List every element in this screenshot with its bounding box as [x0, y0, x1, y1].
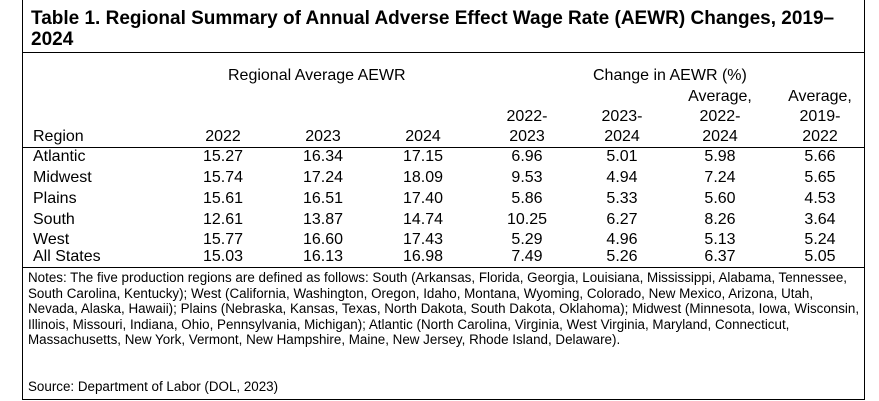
cell-change-2022-2023: 6.96	[511, 148, 543, 165]
cell-change-2022-2023: 5.86	[511, 190, 543, 207]
cell-change-2023-2024: 6.27	[606, 211, 638, 228]
cell-2023: 16.13	[302, 248, 344, 265]
col-header-avg-2022-2024-line2: 2022-	[699, 108, 741, 125]
cell-2023: 13.87	[302, 211, 344, 228]
cell-avg-2022-2024: 6.37	[704, 248, 736, 265]
group-header-regional-average: Regional Average AEWR	[228, 67, 406, 84]
cell-2024: 18.09	[402, 169, 444, 186]
col-header-2023-2024-line1: 2023-	[601, 108, 643, 125]
table-bottom-divider	[23, 267, 864, 268]
cell-change-2022-2023: 10.25	[506, 211, 548, 228]
col-header-2023-2024-line2: 2024	[604, 128, 640, 145]
aewr-table-figure: Table 1. Regional Summary of Annual Adve…	[22, 0, 865, 400]
col-header-2023: 2023	[305, 128, 341, 145]
cell-2022: 15.77	[202, 231, 244, 248]
cell-2022: 15.27	[202, 148, 244, 165]
cell-avg-2022-2024: 5.98	[704, 148, 736, 165]
cell-2024: 16.98	[402, 248, 444, 265]
cell-change-2023-2024: 5.01	[606, 148, 638, 165]
title-divider	[23, 52, 864, 53]
table-notes: Notes: The five production regions are d…	[28, 270, 860, 348]
row-label: Plains	[33, 190, 77, 207]
row-label: Atlantic	[33, 148, 86, 165]
group-header-change: Change in AEWR (%)	[593, 67, 747, 84]
cell-2024: 17.43	[402, 231, 444, 248]
col-header-avg-2019-2022-line1: Average,	[788, 88, 852, 105]
col-header-2022-2023-line1: 2022-	[506, 108, 548, 125]
col-header-avg-2022-2024-line1: Average,	[688, 88, 752, 105]
row-label: All States	[33, 248, 101, 265]
cell-avg-2019-2022: 5.24	[804, 231, 836, 248]
cell-2022: 15.03	[202, 248, 244, 265]
cell-2024: 14.74	[402, 211, 444, 228]
cell-avg-2022-2024: 8.26	[704, 211, 736, 228]
cell-change-2022-2023: 5.29	[511, 231, 543, 248]
cell-avg-2019-2022: 3.64	[804, 211, 836, 228]
cell-avg-2019-2022: 4.53	[804, 190, 836, 207]
col-header-2022: 2022	[205, 128, 241, 145]
cell-avg-2022-2024: 7.24	[704, 169, 736, 186]
cell-2024: 17.40	[402, 190, 444, 207]
cell-avg-2022-2024: 5.13	[704, 231, 736, 248]
cell-change-2022-2023: 7.49	[511, 248, 543, 265]
cell-change-2022-2023: 9.53	[511, 169, 543, 186]
table-source: Source: Department of Labor (DOL, 2023)	[28, 379, 279, 394]
cell-2023: 17.24	[302, 169, 344, 186]
cell-2022: 15.74	[202, 169, 244, 186]
cell-2022: 12.61	[202, 211, 244, 228]
cell-avg-2019-2022: 5.05	[804, 248, 836, 265]
header-divider	[23, 147, 864, 148]
cell-avg-2019-2022: 5.65	[804, 169, 836, 186]
row-label: West	[33, 231, 70, 248]
col-header-2024: 2024	[405, 128, 441, 145]
cell-change-2023-2024: 5.33	[606, 190, 638, 207]
cell-avg-2019-2022: 5.66	[804, 148, 836, 165]
col-header-2022-2023-line2: 2023	[509, 128, 545, 145]
row-label: South	[33, 211, 75, 228]
cell-change-2023-2024: 5.26	[606, 248, 638, 265]
row-label: Midwest	[33, 169, 92, 186]
cell-2023: 16.51	[302, 190, 344, 207]
col-header-avg-2022-2024-line3: 2024	[702, 128, 738, 145]
cell-avg-2022-2024: 5.60	[704, 190, 736, 207]
col-header-region: Region	[33, 128, 84, 145]
cell-2024: 17.15	[402, 148, 444, 165]
cell-change-2023-2024: 4.96	[606, 231, 638, 248]
table-title: Table 1. Regional Summary of Annual Adve…	[31, 8, 835, 50]
cell-2023: 16.34	[302, 148, 344, 165]
col-header-avg-2019-2022-line3: 2022	[802, 128, 838, 145]
cell-2023: 16.60	[302, 231, 344, 248]
cell-2022: 15.61	[202, 190, 244, 207]
cell-change-2023-2024: 4.94	[606, 169, 638, 186]
col-header-avg-2019-2022-line2: 2019-	[799, 108, 841, 125]
